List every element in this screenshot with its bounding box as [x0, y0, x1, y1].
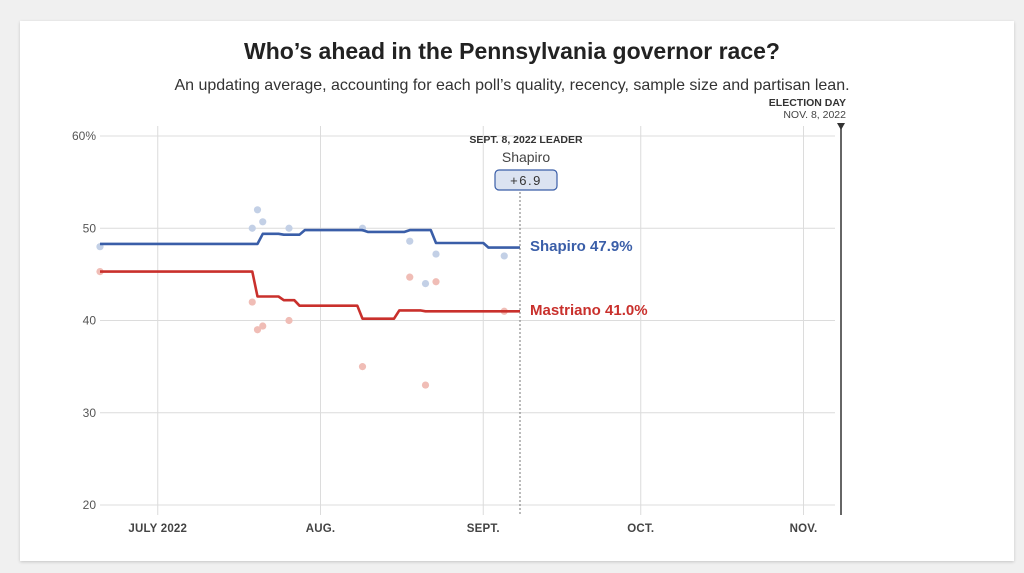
shapiro-poll-dot	[285, 224, 293, 232]
mastriano-poll-dot	[358, 363, 367, 371]
mastriano-trend-line	[100, 270, 520, 320]
mastriano-poll-dot	[421, 381, 430, 389]
shapiro-poll-dot	[248, 224, 256, 232]
y-tick-label: 30	[83, 406, 97, 420]
leader-margin-badge	[494, 169, 558, 191]
x-tick-label: JULY 2022	[128, 523, 187, 535]
chart-title: Who’s ahead in the Pennsylvania governor…	[244, 38, 780, 64]
x-tick-label: AUG.	[306, 523, 336, 535]
y-tick-label: 50	[83, 221, 97, 235]
mastriano-poll-dot	[248, 298, 256, 306]
mastriano-end-label: Mastriano 41.0%	[530, 302, 648, 319]
leader-heading: SEPT. 8, 2022 LEADER	[469, 134, 583, 146]
election-day-label: ELECTION DAY	[769, 97, 846, 109]
chart-subtitle: An updating average, accounting for each…	[174, 77, 850, 94]
leader-name: Shapiro	[502, 149, 550, 165]
mastriano-poll-dot	[432, 278, 440, 286]
y-tick-label: 20	[83, 498, 97, 512]
poll-dots	[96, 206, 508, 389]
election-day-date: NOV. 8, 2022	[783, 109, 846, 121]
mastriano-poll-dot	[406, 273, 414, 281]
x-tick-label: OCT.	[627, 523, 654, 535]
shapiro-trend-line	[100, 228, 520, 249]
grid	[100, 126, 835, 515]
mastriano-poll-dot	[253, 326, 262, 334]
mastriano-poll-dot	[259, 322, 267, 330]
shapiro-poll-dot	[500, 252, 508, 260]
shapiro-end-label: Shapiro 47.9%	[530, 238, 633, 255]
election-day-arrow-icon	[837, 123, 845, 130]
x-tick-label: NOV.	[790, 523, 818, 535]
chart-card	[20, 21, 1014, 561]
shapiro-poll-dot	[421, 280, 430, 288]
shapiro-poll-dot	[406, 237, 414, 245]
x-tick-label: SEPT.	[467, 523, 500, 535]
shapiro-poll-dot	[432, 250, 440, 258]
mastriano-poll-dot	[285, 316, 293, 325]
trend-lines	[100, 228, 520, 320]
shapiro-poll-dot	[259, 218, 267, 226]
tick-labels: 20 30 40 50 60% JULY 2022 AUG. SEPT. OCT. NOV.	[72, 129, 817, 535]
shapiro-poll-dot	[253, 206, 262, 214]
y-tick-label: 40	[83, 314, 97, 328]
y-tick-label: 60%	[72, 129, 96, 143]
leader-margin-value: +6.9	[510, 173, 542, 188]
